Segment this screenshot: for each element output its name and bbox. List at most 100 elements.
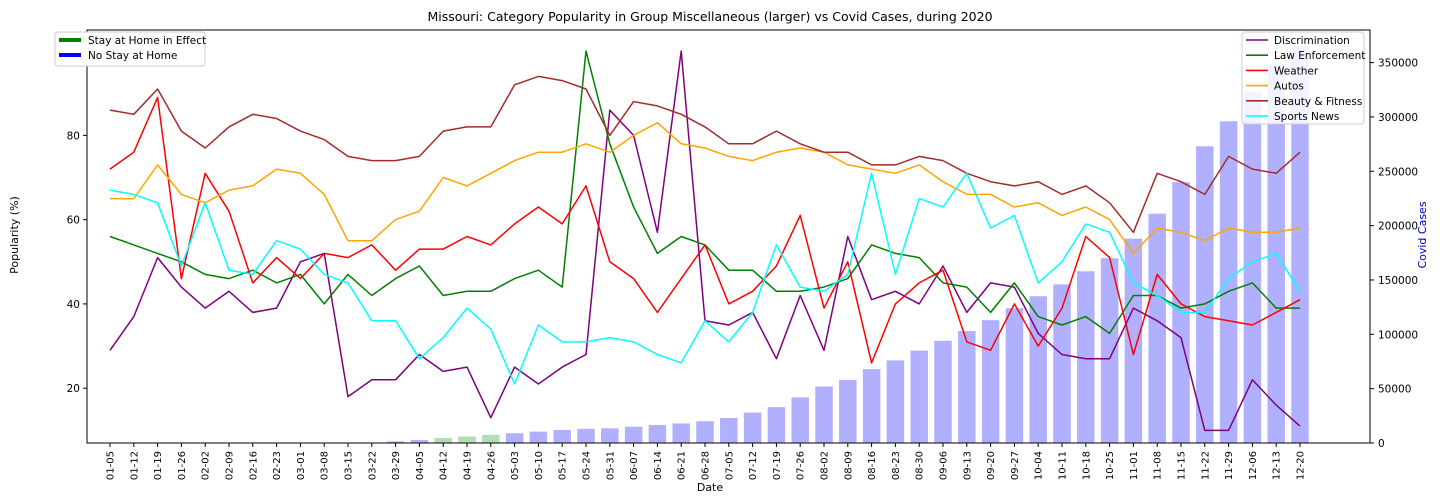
legend-label: Law Enforcement [1274,50,1365,62]
x-tick-label: 12-13 [1272,451,1283,480]
covid-bar [505,433,524,443]
covid-bar [1029,296,1047,443]
y-tick-label: 80 [67,130,80,142]
covid-bar [934,340,952,443]
covid-bar [886,360,905,443]
chart-title: Missouri: Category Popularity in Group M… [427,9,992,24]
covid-bar [482,434,500,443]
y2-tick-label: 150000 [1378,275,1418,287]
x-tick-label: 08-16 [867,451,878,480]
x-tick-label: 02-02 [201,451,212,480]
covid-bar [601,428,619,443]
x-tick-label: 02-23 [272,451,283,480]
x-tick-label: 01-19 [153,451,164,480]
covid-bar [767,407,786,443]
x-tick-label: 09-13 [962,451,973,480]
x-tick-label: 03-08 [320,451,331,480]
y-tick-label: 60 [67,215,80,227]
y-axis-label: Popularity (%) [8,196,21,274]
covid-bar [1243,91,1262,443]
covid-bar [862,369,881,443]
x-tick-label: 05-17 [558,451,569,480]
y2-axis-label: Covid Cases [1416,201,1429,268]
x-tick-label: 02-09 [225,451,236,480]
x-axis-label: Date [697,481,724,494]
x-tick-label: 10-04 [1034,451,1045,480]
covid-bar [624,426,643,443]
covid-bar [958,331,976,443]
y2-tick-label: 300000 [1378,112,1418,124]
x-tick-label: 10-11 [1058,451,1069,480]
x-tick-label: 09-06 [939,451,950,480]
covid-bar [386,441,405,443]
covid-bars [339,46,1309,444]
legend-main-box [1241,31,1365,125]
x-tick-label: 04-12 [439,451,450,480]
x-tick-label: 03-15 [344,451,355,480]
legend-label: Weather [1274,65,1319,77]
covid-bar [1219,121,1238,443]
covid-bar [1291,46,1309,443]
x-tick-label: 05-24 [582,451,593,480]
covid-bar [553,429,571,443]
x-tick-label: 12-20 [1296,451,1307,480]
x-tick-label: 11-22 [1200,451,1211,480]
x-tick-label: 11-15 [1177,451,1188,480]
y2-tick-label: 100000 [1378,329,1418,341]
axes: 2040608010005000010000015000020000025000… [60,29,1418,480]
x-tick-label: 08-02 [820,451,831,480]
legend-stay-label: No Stay at Home [88,50,177,62]
series-line-autos [110,121,1301,255]
legend-label: Sports News [1274,111,1339,123]
y-tick-label: 40 [67,299,80,311]
x-tick-label: 10-18 [1081,451,1092,480]
y2-tick-label: 250000 [1378,166,1418,178]
x-tick-label: 11-29 [1224,451,1235,480]
x-tick-label: 07-26 [796,451,807,480]
covid-bar [839,379,857,443]
covid-bar [529,431,548,443]
x-tick-label: 07-19 [772,451,783,480]
series-line-law-enforcement [109,50,1300,335]
x-tick-label: 06-14 [653,451,664,480]
legend-stay-at-home: Stay at Home in Effect No Stay at Home [54,31,206,67]
covid-bar [577,428,595,443]
x-tick-label: 04-26 [486,451,497,480]
x-tick-label: 06-21 [677,451,688,480]
x-tick-label: 08-23 [891,451,902,480]
y2-tick-label: 50000 [1378,384,1411,396]
series-line-discrimination [109,50,1301,432]
covid-bar [1077,271,1095,443]
series-line-weather [109,96,1301,364]
x-tick-label: 01-12 [129,451,140,480]
x-tick-label: 07-05 [724,451,735,480]
y2-tick-label: 0 [1378,438,1385,450]
x-tick-label: 03-22 [367,451,378,480]
x-tick-label: 12-06 [1248,451,1259,480]
covid-bar [434,438,452,443]
covid-bar [720,418,738,443]
covid-bar [743,412,762,443]
series-line-beauty-fitness [109,75,1301,234]
legend-stay-box [54,31,206,67]
covid-bar [1124,238,1143,443]
x-tick-label: 06-28 [701,451,712,480]
x-tick-label: 09-20 [986,451,997,480]
covid-bar [1100,258,1119,443]
x-tick-label: 02-16 [248,451,259,480]
legend-label: Autos [1274,81,1304,93]
covid-bar [1196,146,1214,443]
series-lines [109,50,1301,432]
x-tick-label: 04-19 [463,451,474,480]
x-tick-label: 01-05 [106,451,117,480]
x-tick-label: 06-07 [629,451,640,480]
covid-bar [410,439,429,443]
x-tick-label: 07-12 [748,451,759,480]
x-tick-label: 05-03 [510,451,521,480]
legend-label: Discrimination [1274,35,1350,47]
covid-bar [458,436,476,443]
covid-bar [648,425,667,443]
y-tick-label: 20 [67,383,80,395]
x-tick-label: 03-01 [296,451,307,480]
